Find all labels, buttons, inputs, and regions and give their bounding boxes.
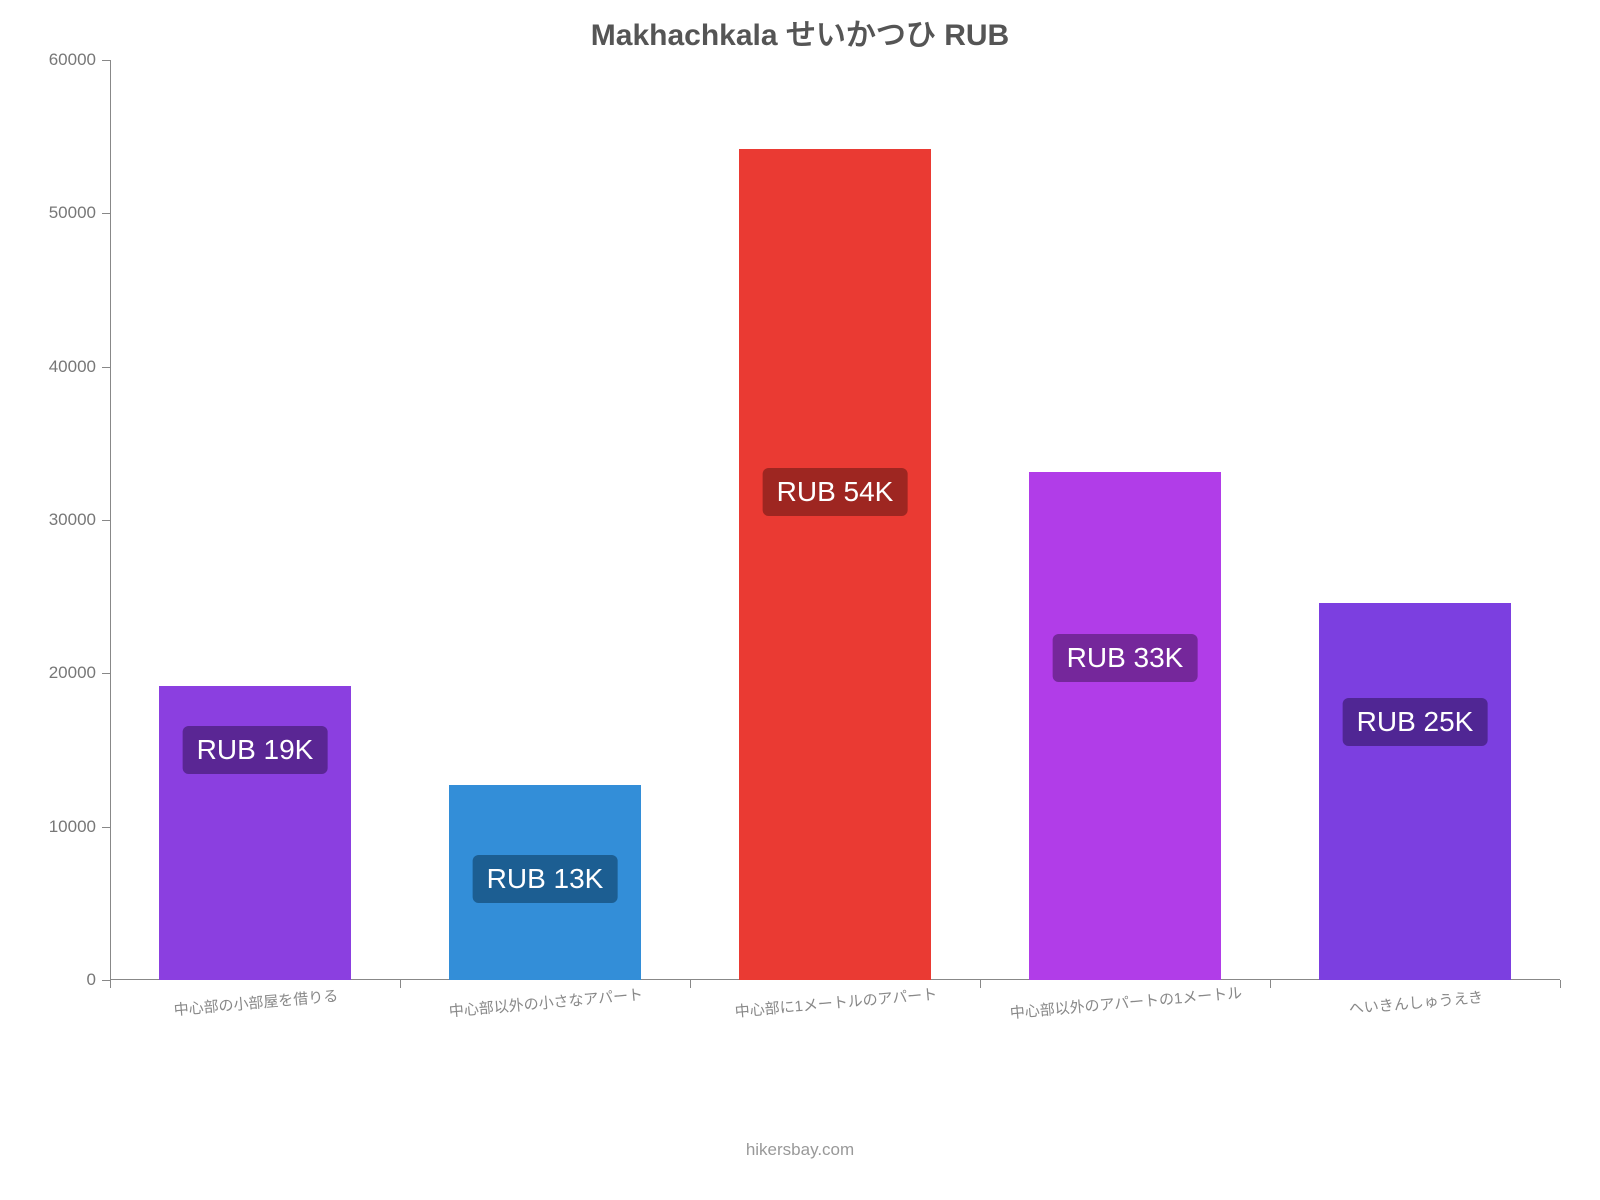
bar-value-label: RUB 13K <box>473 855 618 903</box>
x-tick <box>690 980 691 988</box>
bar-value-label: RUB 54K <box>763 468 908 516</box>
y-tick <box>102 520 110 521</box>
plot-area: 0100002000030000400005000060000RUB 19K中心… <box>110 60 1560 980</box>
y-tick-label: 50000 <box>49 203 96 223</box>
y-tick <box>102 213 110 214</box>
y-tick <box>102 367 110 368</box>
x-axis-label: 中心部の小部屋を借りる <box>173 985 339 1020</box>
bar-value-label: RUB 25K <box>1343 698 1488 746</box>
bar <box>1319 603 1510 980</box>
x-tick <box>110 980 111 988</box>
x-axis-label: へいきんしゅうえき <box>1348 986 1484 1019</box>
x-axis-label: 中心部以外の小さなアパート <box>448 984 644 1022</box>
y-tick-label: 20000 <box>49 663 96 683</box>
bar <box>739 149 930 980</box>
chart-title: Makhachkala せいかつひ RUB <box>0 10 1600 54</box>
y-tick <box>102 60 110 61</box>
y-tick-label: 40000 <box>49 357 96 377</box>
y-axis-line <box>110 60 111 980</box>
x-tick <box>1270 980 1271 988</box>
y-tick-label: 30000 <box>49 510 96 530</box>
y-tick-label: 0 <box>87 970 96 990</box>
chart-container: Makhachkala せいかつひ RUB 010000200003000040… <box>0 0 1600 1200</box>
attribution-text: hikersbay.com <box>0 1140 1600 1160</box>
y-tick <box>102 827 110 828</box>
x-tick <box>400 980 401 988</box>
x-axis-label: 中心部に1メートルのアパート <box>734 983 938 1022</box>
x-tick <box>1560 980 1561 988</box>
y-tick-label: 10000 <box>49 817 96 837</box>
bar-value-label: RUB 19K <box>183 726 328 774</box>
bar-value-label: RUB 33K <box>1053 634 1198 682</box>
x-tick <box>980 980 981 988</box>
y-tick <box>102 980 110 981</box>
y-tick-label: 60000 <box>49 50 96 70</box>
x-axis-label: 中心部以外のアパートの1メートル <box>1009 982 1243 1023</box>
y-tick <box>102 673 110 674</box>
bar <box>1029 472 1220 980</box>
